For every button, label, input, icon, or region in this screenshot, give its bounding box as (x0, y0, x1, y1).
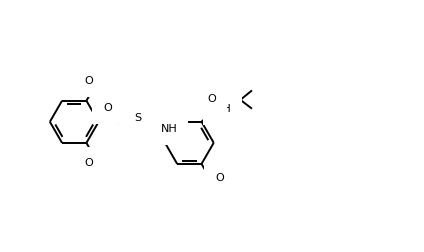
Text: O: O (215, 173, 224, 182)
Text: O: O (208, 94, 216, 104)
Text: NH: NH (215, 104, 231, 114)
Text: O: O (85, 76, 93, 86)
Text: NH: NH (161, 124, 177, 134)
Text: O: O (103, 103, 112, 113)
Text: O: O (85, 158, 93, 168)
Text: NH: NH (129, 114, 146, 124)
Text: S: S (135, 113, 142, 123)
